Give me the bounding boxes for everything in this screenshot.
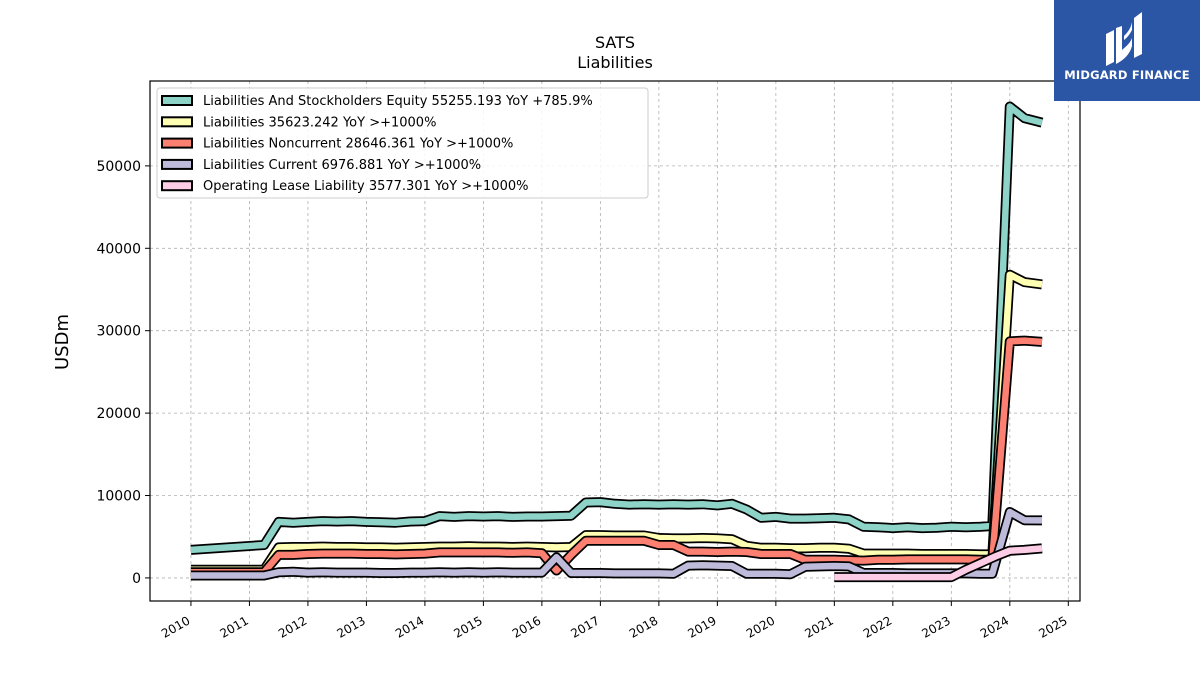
legend-swatch-3 <box>161 158 193 170</box>
x-tick-label: 2016 <box>510 613 543 640</box>
x-tick-label: 2014 <box>393 613 426 640</box>
legend-swatch-1 <box>161 116 193 128</box>
legend-entry-2: Liabilities Noncurrent 28646.361 YoY >+1… <box>203 137 513 152</box>
brand-logo: MIDGARD FINANCE <box>1054 0 1200 101</box>
x-tick-label: 2017 <box>568 613 601 640</box>
x-tick-label: 2010 <box>159 613 192 640</box>
legend-entry-4: Operating Lease Liability 3577.301 YoY >… <box>203 179 528 194</box>
x-tick-label: 2015 <box>451 613 484 640</box>
legend-box <box>156 87 649 199</box>
chart-title: SATS <box>595 33 635 52</box>
x-tick-label: 2020 <box>744 613 777 640</box>
brand-name: MIDGARD FINANCE <box>1064 68 1190 82</box>
x-tick-label: 2012 <box>276 613 309 640</box>
series-outline-2 <box>190 335 1043 578</box>
legend-entry-1: Liabilities 35623.242 YoY >+1000% <box>203 115 436 130</box>
plot-frame <box>149 80 1081 602</box>
legend-swatch-2 <box>161 137 193 149</box>
midgard-logo-icon <box>1106 12 1142 66</box>
series-line-0 <box>190 103 1043 554</box>
legend-swatch-0 <box>161 95 193 106</box>
x-tick-label: 2011 <box>217 613 250 640</box>
x-tick-label: 2018 <box>627 613 660 640</box>
legend-swatch-4 <box>161 180 193 192</box>
y-tick-label: 10000 <box>96 489 141 505</box>
y-tick-label: 50000 <box>96 159 141 175</box>
series-line-4 <box>834 545 1043 581</box>
x-tick-label: 2022 <box>861 613 894 640</box>
x-tick-label: 2025 <box>1036 613 1069 640</box>
x-tick-label: 2019 <box>685 613 718 640</box>
x-axis-ticks: 2010 2011 2012 2013 2014 2015 2016 2017 2018 2019… <box>159 601 1070 641</box>
y-axis-label: USDm <box>52 314 73 370</box>
y-tick-label: 0 <box>132 571 141 587</box>
x-tick-label: 2013 <box>334 613 367 640</box>
legend-entry-0: Liabilities And Stockholders Equity 5525… <box>203 94 593 109</box>
x-tick-label: 2021 <box>802 613 835 640</box>
y-axis-ticks: 0 10000 20000 30000 40000 50000 <box>96 159 150 587</box>
legend: Liabilities And Stockholders Equity 5525… <box>156 87 649 199</box>
y-tick-label: 30000 <box>96 324 141 340</box>
series-line-2 <box>190 337 1043 576</box>
series-lines <box>190 101 1044 583</box>
series-line-1 <box>190 271 1043 573</box>
x-tick-label: 2023 <box>919 613 952 640</box>
x-tick-label: 2024 <box>978 613 1011 640</box>
y-tick-label: 20000 <box>96 406 141 422</box>
y-tick-label: 40000 <box>96 241 141 257</box>
chart-subtitle: Liabilities <box>577 53 653 72</box>
legend-entry-3: Liabilities Current 6976.881 YoY >+1000% <box>203 158 481 173</box>
